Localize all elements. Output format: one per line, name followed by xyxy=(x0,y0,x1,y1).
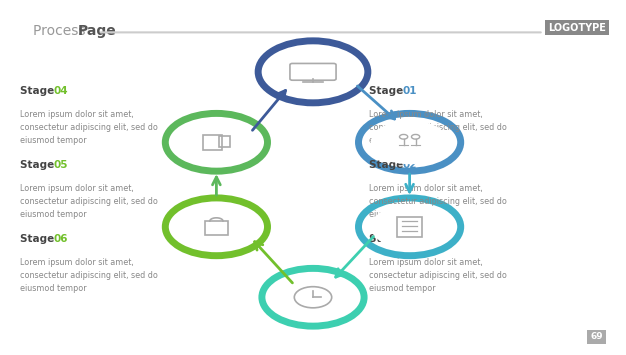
Text: Stage: Stage xyxy=(20,86,58,96)
Text: 05: 05 xyxy=(54,160,68,170)
Circle shape xyxy=(178,120,255,164)
Text: Lorem ipsum dolor sit amet,
consectetur adipiscing elit, sed do
eiusmod tempor: Lorem ipsum dolor sit amet, consectetur … xyxy=(20,258,158,293)
Circle shape xyxy=(178,205,255,249)
Text: 06: 06 xyxy=(54,234,68,244)
Text: 03: 03 xyxy=(403,234,418,244)
Text: Lorem ipsum dolor sit amet,
consectetur adipiscing elit, sed do
eiusmod tempor: Lorem ipsum dolor sit amet, consectetur … xyxy=(369,110,507,145)
Circle shape xyxy=(371,120,448,164)
Circle shape xyxy=(371,205,448,249)
Circle shape xyxy=(274,275,352,319)
Text: Lorem ipsum dolor sit amet,
consectetur adipiscing elit, sed do
eiusmod tempor: Lorem ipsum dolor sit amet, consectetur … xyxy=(369,184,507,219)
Text: 02: 02 xyxy=(403,160,418,170)
Text: 04: 04 xyxy=(54,86,68,96)
Text: 01: 01 xyxy=(403,86,418,96)
Text: Stage: Stage xyxy=(20,160,58,170)
Text: Lorem ipsum dolor sit amet,
consectetur adipiscing elit, sed do
eiusmod tempor: Lorem ipsum dolor sit amet, consectetur … xyxy=(369,258,507,293)
Text: Lorem ipsum dolor sit amet,
consectetur adipiscing elit, sed do
eiusmod tempor: Lorem ipsum dolor sit amet, consectetur … xyxy=(20,184,158,219)
Text: Stage: Stage xyxy=(369,234,407,244)
Text: Stage: Stage xyxy=(369,160,407,170)
Text: Page: Page xyxy=(78,24,116,38)
Circle shape xyxy=(271,48,355,95)
Text: Stage: Stage xyxy=(369,86,407,96)
Text: Stage: Stage xyxy=(20,234,58,244)
Text: Lorem ipsum dolor sit amet,
consectetur adipiscing elit, sed do
eiusmod tempor: Lorem ipsum dolor sit amet, consectetur … xyxy=(20,110,158,145)
Text: Process: Process xyxy=(33,24,90,38)
Text: 69: 69 xyxy=(590,332,603,341)
Text: LOGOTYPE: LOGOTYPE xyxy=(548,22,606,33)
